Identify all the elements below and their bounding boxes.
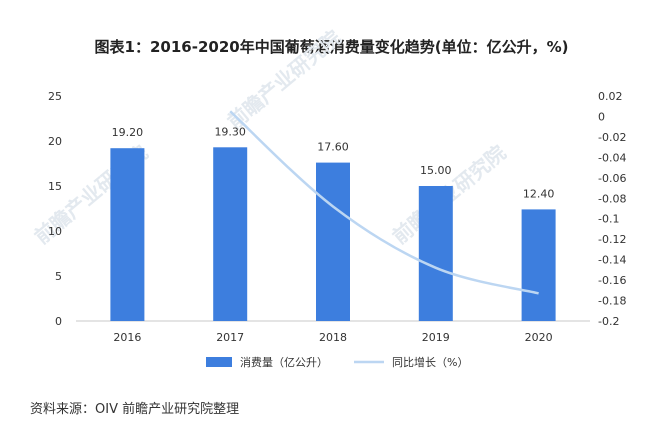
- y-right-tick-label: -0.2: [598, 315, 619, 328]
- legend: 消费量（亿公升） 同比增长（%）: [206, 355, 468, 369]
- y-right-tick-label: -0.18: [598, 295, 626, 308]
- bar-data-label: 12.40: [523, 187, 555, 200]
- y-left-tick-label: 5: [55, 270, 62, 283]
- bar: [110, 148, 145, 321]
- bar: [213, 147, 248, 321]
- x-tick-label: 2017: [216, 331, 244, 344]
- legend-line-label: 同比增长（%）: [392, 355, 468, 369]
- y-right-tick-label: -0.06: [598, 172, 626, 185]
- source-note: 资料来源：OIV 前瞻产业研究院整理: [30, 402, 240, 417]
- bar-data-label: 17.60: [317, 141, 349, 154]
- y-left-tick-label: 20: [48, 135, 62, 148]
- chart-title: 图表1：2016-2020年中国葡萄酒消费量变化趋势(单位：亿公升，%): [94, 38, 569, 56]
- x-tick-label: 2020: [525, 331, 553, 344]
- bar: [521, 209, 556, 321]
- y-right-tick-label: 0: [598, 110, 605, 123]
- y-left-tick-label: 10: [48, 225, 62, 238]
- legend-bar-swatch: [206, 357, 232, 367]
- y-right-tick-label: -0.1: [598, 213, 619, 226]
- x-tick-label: 2016: [113, 331, 141, 344]
- y-right-tick-label: -0.16: [598, 274, 626, 287]
- bar: [316, 162, 350, 321]
- y-right-tick-label: -0.02: [598, 131, 626, 144]
- y-right-tick-label: 0.02: [598, 90, 623, 103]
- bar: [418, 186, 453, 321]
- legend-bar-label: 消费量（亿公升）: [240, 355, 328, 369]
- y-left-tick-label: 25: [48, 90, 62, 103]
- bar-data-label: 19.30: [214, 125, 246, 138]
- y-right-tick-label: -0.04: [598, 151, 626, 164]
- y-right-tick-label: -0.14: [598, 254, 626, 267]
- y-right-tick-label: -0.12: [598, 233, 626, 246]
- bar-data-label: 19.20: [112, 126, 144, 139]
- bar-series: [110, 147, 556, 321]
- y-left-tick-label: 15: [48, 180, 62, 193]
- growth-line: [229, 110, 539, 295]
- watermark-text: 前瞻产业研究院: [223, 25, 346, 133]
- data-labels: 19.20 19.30 17.60 15.00 12.40: [112, 125, 555, 200]
- x-tick-label: 2019: [422, 331, 450, 344]
- bar-data-label: 15.00: [420, 164, 452, 177]
- y-left-tick-label: 0: [55, 315, 62, 328]
- line-series: [229, 110, 539, 295]
- y-right-tick-label: -0.08: [598, 192, 626, 205]
- x-tick-label: 2018: [319, 331, 347, 344]
